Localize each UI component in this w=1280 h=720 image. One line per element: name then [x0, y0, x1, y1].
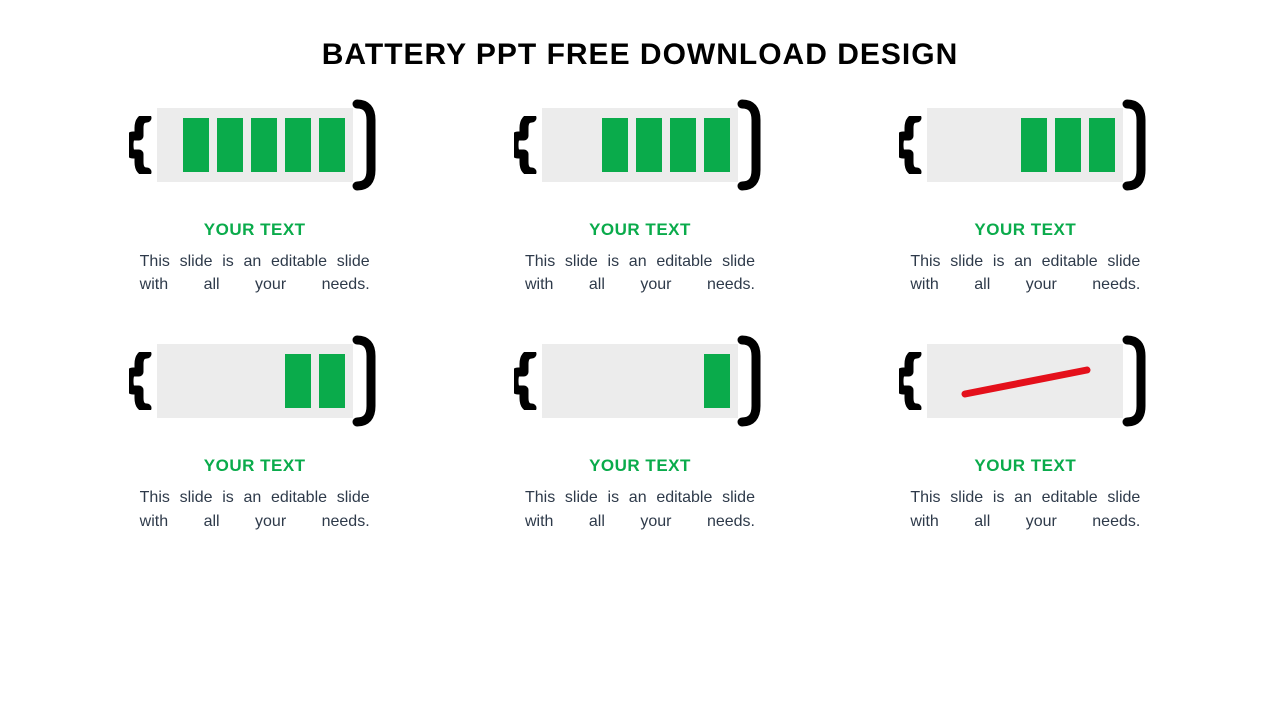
battery-cap-icon	[736, 334, 764, 428]
cell-body-text: This slide is an editable slide with all…	[140, 486, 370, 532]
battery-cap-icon	[351, 334, 379, 428]
battery-cell: YOUR TEXT This slide is an editable slide…	[90, 100, 419, 296]
battery-cell: YOUR TEXT This slide is an editable slide…	[90, 336, 419, 532]
cell-heading: YOUR TEXT	[589, 456, 691, 476]
battery-bar	[1089, 118, 1115, 172]
battery-icon	[520, 100, 760, 190]
battery-icon	[905, 100, 1145, 190]
battery-cell: YOUR TEXT This slide is an editable slide…	[475, 336, 804, 532]
battery-icon	[520, 336, 760, 426]
cell-body-text: This slide is an editable slide with all…	[525, 250, 755, 296]
battery-cap-icon	[351, 98, 379, 192]
battery-bar	[602, 118, 628, 172]
battery-bar	[217, 118, 243, 172]
battery-icon	[135, 100, 375, 190]
battery-cap-icon	[1121, 98, 1149, 192]
battery-cell: YOUR TEXT This slide is an editable slide…	[475, 100, 804, 296]
battery-bar	[636, 118, 662, 172]
battery-bar	[319, 118, 345, 172]
battery-terminal-icon	[899, 352, 923, 410]
battery-icon	[135, 336, 375, 426]
battery-terminal-icon	[129, 352, 153, 410]
battery-terminal-icon	[129, 116, 153, 174]
cell-body-text: This slide is an editable slide with all…	[910, 250, 1140, 296]
battery-bar	[251, 118, 277, 172]
battery-cell: YOUR TEXT This slide is an editable slide…	[861, 100, 1190, 296]
battery-body	[927, 108, 1123, 182]
battery-bar	[183, 118, 209, 172]
battery-bar	[1021, 118, 1047, 172]
page-title: BATTERY PPT FREE DOWNLOAD DESIGN	[0, 0, 1280, 90]
battery-terminal-icon	[514, 352, 538, 410]
battery-terminal-icon	[899, 116, 923, 174]
battery-body	[542, 344, 738, 418]
cell-heading: YOUR TEXT	[204, 220, 306, 240]
cell-heading: YOUR TEXT	[974, 220, 1076, 240]
battery-body	[927, 344, 1123, 418]
battery-bar	[285, 354, 311, 408]
battery-body	[542, 108, 738, 182]
cell-heading: YOUR TEXT	[204, 456, 306, 476]
battery-body	[157, 108, 353, 182]
battery-bar	[1055, 118, 1081, 172]
cell-heading: YOUR TEXT	[974, 456, 1076, 476]
cell-body-text: This slide is an editable slide with all…	[525, 486, 755, 532]
battery-bar	[704, 354, 730, 408]
battery-bar	[670, 118, 696, 172]
battery-bar	[704, 118, 730, 172]
battery-grid: YOUR TEXT This slide is an editable slide…	[0, 90, 1280, 563]
cell-heading: YOUR TEXT	[589, 220, 691, 240]
battery-cap-icon	[736, 98, 764, 192]
cell-body-text: This slide is an editable slide with all…	[140, 250, 370, 296]
battery-bar	[319, 354, 345, 408]
battery-cell: YOUR TEXT This slide is an editable slide…	[861, 336, 1190, 532]
battery-cap-icon	[1121, 334, 1149, 428]
battery-body	[157, 344, 353, 418]
battery-terminal-icon	[514, 116, 538, 174]
cell-body-text: This slide is an editable slide with all…	[910, 486, 1140, 532]
battery-bar	[285, 118, 311, 172]
battery-icon	[905, 336, 1145, 426]
